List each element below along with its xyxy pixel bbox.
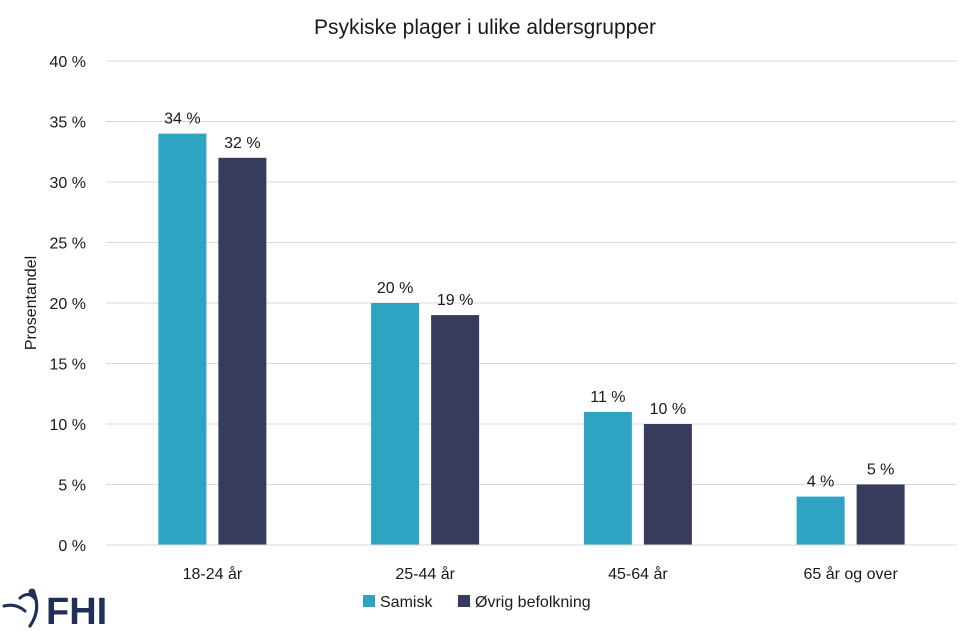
bar-ovrig-3: [643, 424, 692, 545]
bar-samisk-2: [371, 303, 420, 545]
y-tick-label: 20 %: [50, 296, 86, 313]
data-label: 20 %: [377, 280, 413, 297]
y-tick-label: 5 %: [58, 478, 86, 495]
fhi-logo-text: FHI: [46, 591, 107, 631]
legend-swatch: [458, 595, 470, 607]
chart-title: Psykiske plager i ulike aldersgrupper: [314, 16, 656, 39]
fhi-logo: FHI: [2, 588, 107, 631]
bars: [158, 133, 905, 546]
data-label: 32 %: [224, 135, 260, 152]
bar-ovrig-1: [218, 157, 267, 546]
x-tick-label: 25-44 år: [395, 565, 455, 583]
legend: Samisk Øvrig befolkning: [363, 594, 591, 611]
data-labels: 34 % 32 % 20 % 19 % 11 % 10 % 4 % 5 %: [164, 111, 894, 491]
x-tick-label: 18-24 år: [183, 565, 243, 583]
data-label: 10 %: [650, 401, 686, 418]
data-label: 4 %: [807, 474, 835, 491]
y-tick-label: 15 %: [50, 357, 86, 374]
legend-label: Øvrig befolkning: [475, 594, 591, 611]
bar-ovrig-2: [431, 315, 480, 545]
data-label: 34 %: [164, 111, 200, 128]
y-axis-ticks: 0 % 5 % 10 % 15 % 20 % 25 % 30 % 35 % 40 %: [50, 54, 86, 555]
y-tick-label: 35 %: [50, 115, 86, 132]
data-label: 11 %: [590, 389, 625, 406]
data-label: 19 %: [437, 292, 473, 309]
y-tick-label: 30 %: [50, 175, 86, 192]
y-tick-label: 40 %: [50, 54, 86, 71]
legend-swatch: [363, 595, 375, 607]
fhi-logo-mark-icon: [2, 588, 39, 628]
bar-samisk-1: [158, 133, 207, 545]
y-axis-label: Prosentandel: [23, 256, 40, 350]
bar-ovrig-4: [856, 484, 905, 545]
bar-samisk-3: [583, 411, 632, 545]
data-label: 5 %: [867, 462, 895, 479]
y-tick-label: 10 %: [50, 417, 86, 434]
legend-label: Samisk: [380, 594, 433, 611]
x-axis-ticks: 18-24 år 25-44 år 45-64 år 65 år og over: [183, 565, 899, 583]
x-tick-label: 45-64 år: [608, 565, 668, 583]
y-tick-label: 25 %: [50, 236, 86, 253]
y-tick-label: 0 %: [58, 538, 86, 555]
x-tick-label: 65 år og over: [803, 565, 898, 583]
bar-samisk-4: [796, 496, 845, 545]
